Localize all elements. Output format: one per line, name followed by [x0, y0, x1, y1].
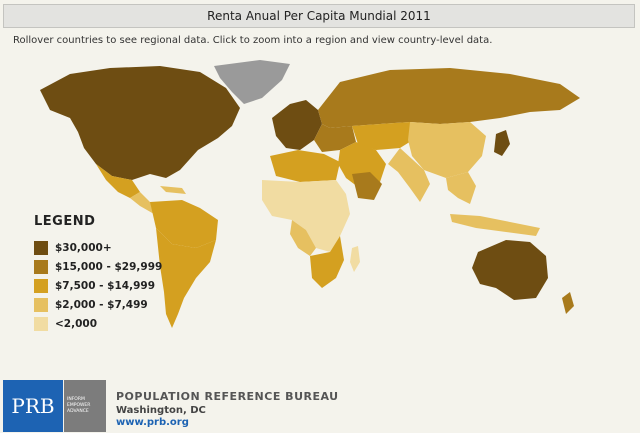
region-mexico[interactable] [96, 164, 140, 198]
region-new-zealand[interactable] [562, 292, 574, 314]
region-arabian-peninsula[interactable] [352, 172, 382, 200]
legend-swatch [34, 316, 48, 331]
org-url-link[interactable]: www.prb.org [116, 417, 189, 428]
region-eastern-europe[interactable] [314, 124, 356, 152]
region-japan[interactable] [494, 130, 510, 156]
legend-swatch [34, 240, 48, 255]
region-russia[interactable] [318, 68, 580, 128]
legend-item: $30,000+ [34, 238, 162, 257]
legend-label: $15,000 - $29,999 [55, 260, 163, 273]
region-greenland[interactable] [214, 60, 290, 104]
region-south-america-south[interactable] [156, 228, 216, 328]
legend-item: $7,500 - $14,999 [34, 276, 162, 295]
map-title: Renta Anual Per Capita Mundial 2011 [207, 9, 431, 23]
region-central-africa[interactable] [290, 220, 316, 256]
tagline-item: INFORM [67, 397, 85, 402]
region-north-africa[interactable] [270, 150, 340, 182]
legend-title: LEGEND [34, 214, 96, 229]
legend-label: $7,500 - $14,999 [55, 279, 156, 292]
region-north-america[interactable] [40, 66, 240, 180]
region-south-asia[interactable] [388, 148, 430, 202]
map-instructions: Rollover countries to see regional data.… [13, 35, 493, 46]
region-madagascar[interactable] [350, 246, 360, 272]
legend-item: $2,000 - $7,499 [34, 295, 162, 314]
legend-label: <2,000 [55, 317, 98, 330]
region-sub-saharan-africa[interactable] [262, 180, 350, 252]
legend-swatch [34, 259, 48, 274]
prb-logo[interactable]: PRB [3, 380, 63, 432]
org-city: Washington, DC [116, 405, 206, 416]
tagline-item: ADVANCE [67, 409, 89, 414]
legend: LEGEND $30,000+ $15,000 - $29,999 $7,500… [34, 214, 162, 333]
region-southeast-asia[interactable] [446, 172, 476, 204]
world-map[interactable] [0, 52, 640, 382]
logo-text: PRB [11, 394, 55, 418]
region-central-asia[interactable] [352, 122, 416, 150]
tagline-box: INFORM EMPOWER ADVANCE [64, 380, 106, 432]
legend-label: $30,000+ [55, 241, 112, 254]
region-south-america-north[interactable] [150, 200, 218, 248]
legend-label: $2,000 - $7,499 [55, 298, 148, 311]
legend-swatch [34, 297, 48, 312]
org-info: POPULATION REFERENCE BUREAU Washington, … [116, 390, 339, 428]
region-australia[interactable] [472, 240, 548, 300]
region-caribbean[interactable] [160, 186, 186, 194]
region-china[interactable] [408, 122, 486, 178]
legend-item: $15,000 - $29,999 [34, 257, 162, 276]
org-name: POPULATION REFERENCE BUREAU [116, 390, 339, 403]
map-title-bar: Renta Anual Per Capita Mundial 2011 [3, 4, 635, 28]
legend-swatch [34, 278, 48, 293]
region-indonesia[interactable] [450, 214, 540, 236]
legend-item: <2,000 [34, 314, 162, 333]
footer: PRB INFORM EMPOWER ADVANCE POPULATION RE… [3, 380, 637, 432]
region-western-europe[interactable] [272, 100, 322, 150]
region-southern-africa[interactable] [310, 236, 344, 288]
tagline-item: EMPOWER [67, 403, 91, 408]
